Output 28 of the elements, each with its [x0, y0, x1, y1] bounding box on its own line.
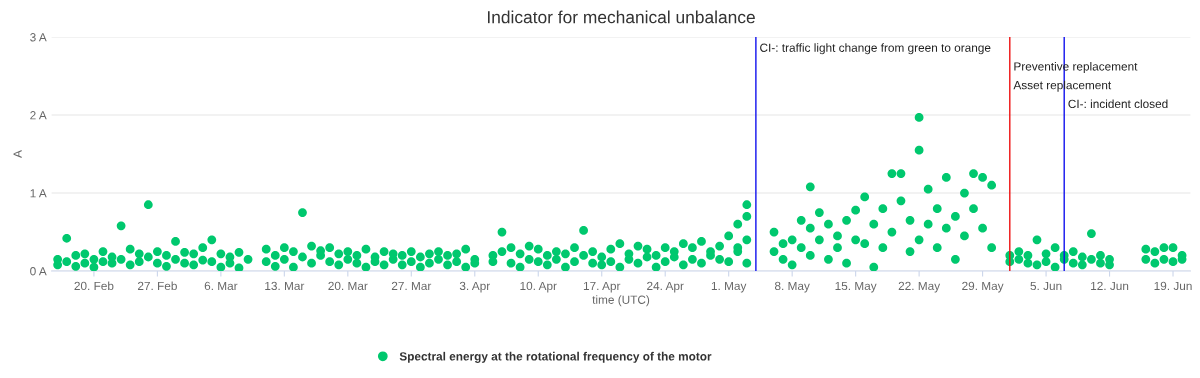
x-tick-label: 20. Mar: [328, 281, 368, 291]
chart-title: Indicator for mechanical unbalance: [487, 10, 755, 24]
x-tick-label: 15. May: [835, 281, 877, 293]
x-tick-label: 3. Apr: [459, 281, 491, 293]
y-tick-label: 3 A: [30, 33, 47, 42]
x-tick-label: 5. Jun: [1030, 281, 1062, 291]
y-tick-label: 2 A: [30, 111, 47, 120]
y-tick-label: 1 A: [30, 189, 47, 198]
x-tick-label: 13. Mar: [265, 281, 305, 291]
x-tick-label: 12. Jun: [1091, 281, 1129, 291]
x-tick-label: 19. Jun: [1154, 281, 1192, 291]
x-axis-title: time (UTC): [592, 295, 650, 307]
x-tick-label: 17. Apr: [583, 281, 621, 293]
x-tick-label: 24. Apr: [647, 281, 684, 293]
x-tick-label: 22. May: [898, 281, 941, 293]
ref-line-label: CI-: traffic light change from green to orange: [760, 43, 991, 55]
y-tick-label: 0 A: [30, 267, 47, 276]
x-tick-label: 27. Feb: [137, 281, 177, 291]
x-tick-label: 6. Mar: [204, 281, 238, 291]
x-tick-label: 1. May: [711, 281, 747, 293]
x-tick-label: 20. Feb: [74, 281, 114, 291]
legend-label: Spectral energy at the rotational frequency of the motor: [399, 351, 712, 363]
y-axis-title: A: [13, 150, 22, 158]
x-tick-label: 29. May: [962, 281, 1004, 293]
ref-line-label: CI-: incident closed: [1068, 99, 1168, 109]
x-tick-label: 10. Apr: [520, 281, 557, 293]
x-tick-label: 27. Mar: [391, 281, 432, 291]
x-tick-label: 8. May: [774, 281, 810, 293]
